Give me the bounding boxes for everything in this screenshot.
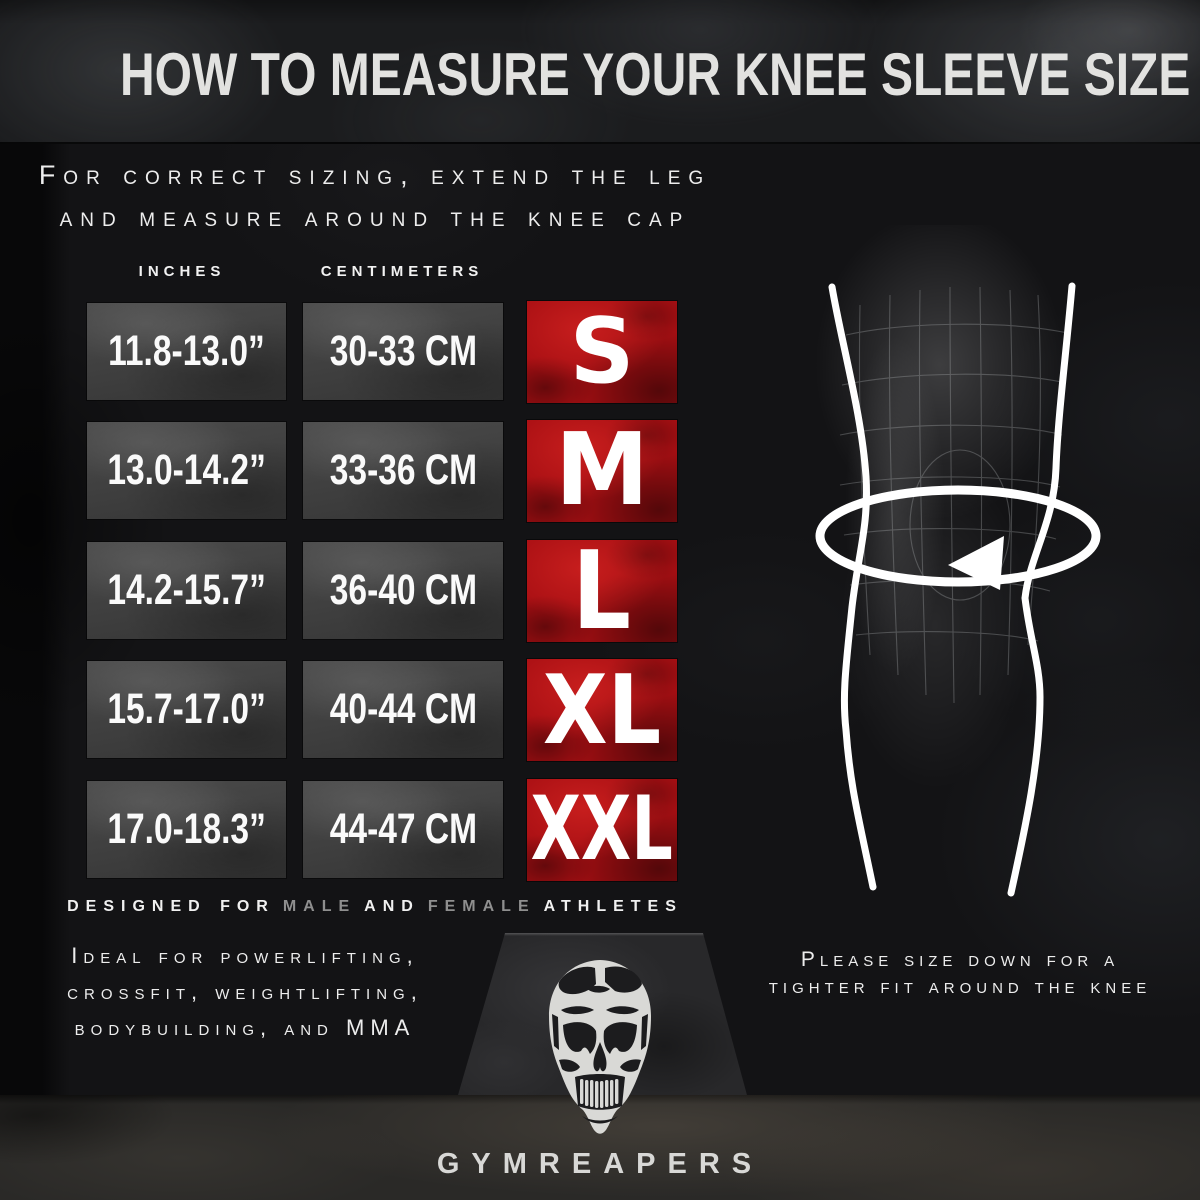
- centimeters-column-header: centimeters: [320, 258, 484, 281]
- centimeters-value-box: 30-33 CM: [303, 303, 503, 400]
- brand-wordmark: GYMREAPERS: [436, 1148, 764, 1180]
- size-row-s: 11.8-13.0” 30-33 CM S: [0, 301, 750, 403]
- ideal-line-2: crossfit, weightlifting,: [67, 979, 423, 1004]
- centimeters-value: 30-33 CM: [329, 327, 477, 375]
- ideal-line-3: bodybuilding, and MMA: [74, 1015, 416, 1040]
- size-down-line-1: Please size down for a: [800, 948, 1120, 971]
- size-badge-m: M: [527, 420, 677, 522]
- calf-glow: [840, 460, 1030, 790]
- centimeters-value: 36-40 CM: [329, 566, 477, 614]
- centimeters-value-box: 44-47 CM: [303, 781, 503, 878]
- inches-value-box: 15.7-17.0”: [87, 661, 286, 758]
- inches-column-header: inches: [138, 258, 226, 281]
- top-texture-band: [0, 0, 1200, 144]
- athletes-prefix: designed for: [67, 890, 275, 916]
- knee-measurement-illustration: [780, 210, 1150, 930]
- size-row-m: 13.0-14.2” 33-36 CM M: [0, 420, 750, 522]
- inches-value: 13.0-14.2”: [107, 446, 266, 494]
- inches-value-box: 17.0-18.3”: [87, 781, 286, 878]
- size-badge-l: L: [527, 528, 677, 654]
- centimeters-value-box: 36-40 CM: [303, 542, 503, 639]
- instruction-line-1: For correct sizing, extend the leg: [38, 160, 712, 190]
- page-title: HOW TO MEASURE YOUR KNEE SLEEVE SIZE: [120, 41, 1191, 108]
- inches-value: 14.2-15.7”: [107, 566, 266, 614]
- inches-value: 15.7-17.0”: [107, 685, 266, 733]
- size-letter: XXL: [530, 778, 674, 882]
- size-badge-xxl: XXL: [527, 779, 677, 881]
- inches-value-box: 14.2-15.7”: [87, 542, 286, 639]
- size-down-line-2: tighter fit around the knee: [768, 975, 1152, 998]
- athletes-male: male: [282, 890, 357, 916]
- size-badge-xl: XL: [527, 659, 677, 761]
- size-letter: L: [572, 528, 632, 654]
- ideal-for-text: Ideal for powerlifting, crossfit, weight…: [55, 938, 435, 1046]
- inches-value-box: 11.8-13.0”: [87, 303, 286, 400]
- athletes-female: female: [427, 890, 536, 916]
- centimeters-value-box: 33-36 CM: [303, 422, 503, 519]
- size-row-xl: 15.7-17.0” 40-44 CM XL: [0, 659, 750, 761]
- measure-arrowhead-icon: [948, 536, 1004, 590]
- athletes-and: and: [364, 890, 420, 916]
- centimeters-value: 44-47 CM: [329, 805, 477, 853]
- athletes-suffix: athletes: [543, 890, 683, 916]
- size-letter: XL: [542, 654, 662, 766]
- instruction-line-2: and measure around the knee cap: [59, 202, 691, 232]
- leg-outline-left: [828, 283, 877, 891]
- centimeters-value: 33-36 CM: [329, 446, 477, 494]
- size-row-l: 14.2-15.7” 36-40 CM L: [0, 528, 750, 654]
- size-row-xxl: 17.0-18.3” 44-47 CM XXL: [0, 779, 750, 881]
- leg-outline-right: [1007, 282, 1076, 897]
- size-badge-s: S: [527, 301, 677, 403]
- centimeters-value-box: 40-44 CM: [303, 661, 503, 758]
- ideal-line-1: Ideal for powerlifting,: [71, 943, 419, 968]
- measure-ellipse: [815, 485, 1101, 587]
- inches-value-box: 13.0-14.2”: [87, 422, 286, 519]
- inches-value: 11.8-13.0”: [108, 327, 265, 375]
- skull-logo-icon: [538, 956, 662, 1138]
- centimeters-value: 40-44 CM: [329, 685, 477, 733]
- athletes-line: designed for male and female athletes: [0, 890, 750, 917]
- size-letter: M: [555, 412, 649, 529]
- measuring-instructions: For correct sizing, extend the leg and m…: [0, 154, 750, 238]
- inches-value: 17.0-18.3”: [107, 805, 266, 853]
- size-down-note: Please size down for a tighter fit aroun…: [765, 946, 1155, 1000]
- size-letter: S: [569, 299, 635, 404]
